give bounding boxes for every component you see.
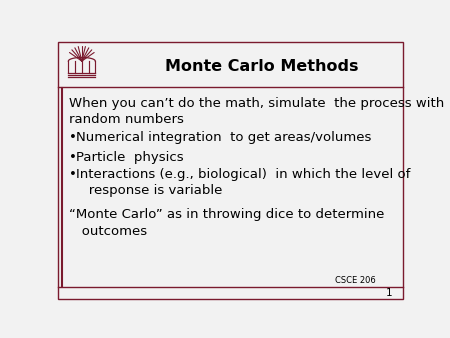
Text: When you can’t do the math, simulate  the process with
random numbers: When you can’t do the math, simulate the… (69, 97, 444, 126)
Text: •: • (69, 131, 76, 144)
Text: •: • (69, 168, 76, 180)
Text: Interactions (e.g., biological)  in which the level of
   response is variable: Interactions (e.g., biological) in which… (76, 168, 411, 197)
Text: CSCE 206: CSCE 206 (335, 276, 376, 285)
Text: •: • (69, 151, 76, 164)
Text: 1: 1 (386, 289, 393, 298)
Text: Monte Carlo Methods: Monte Carlo Methods (165, 59, 358, 74)
Text: Numerical integration  to get areas/volumes: Numerical integration to get areas/volum… (76, 131, 372, 144)
Text: “Monte Carlo” as in throwing dice to determine
   outcomes: “Monte Carlo” as in throwing dice to det… (69, 209, 384, 238)
Text: Particle  physics: Particle physics (76, 151, 184, 164)
